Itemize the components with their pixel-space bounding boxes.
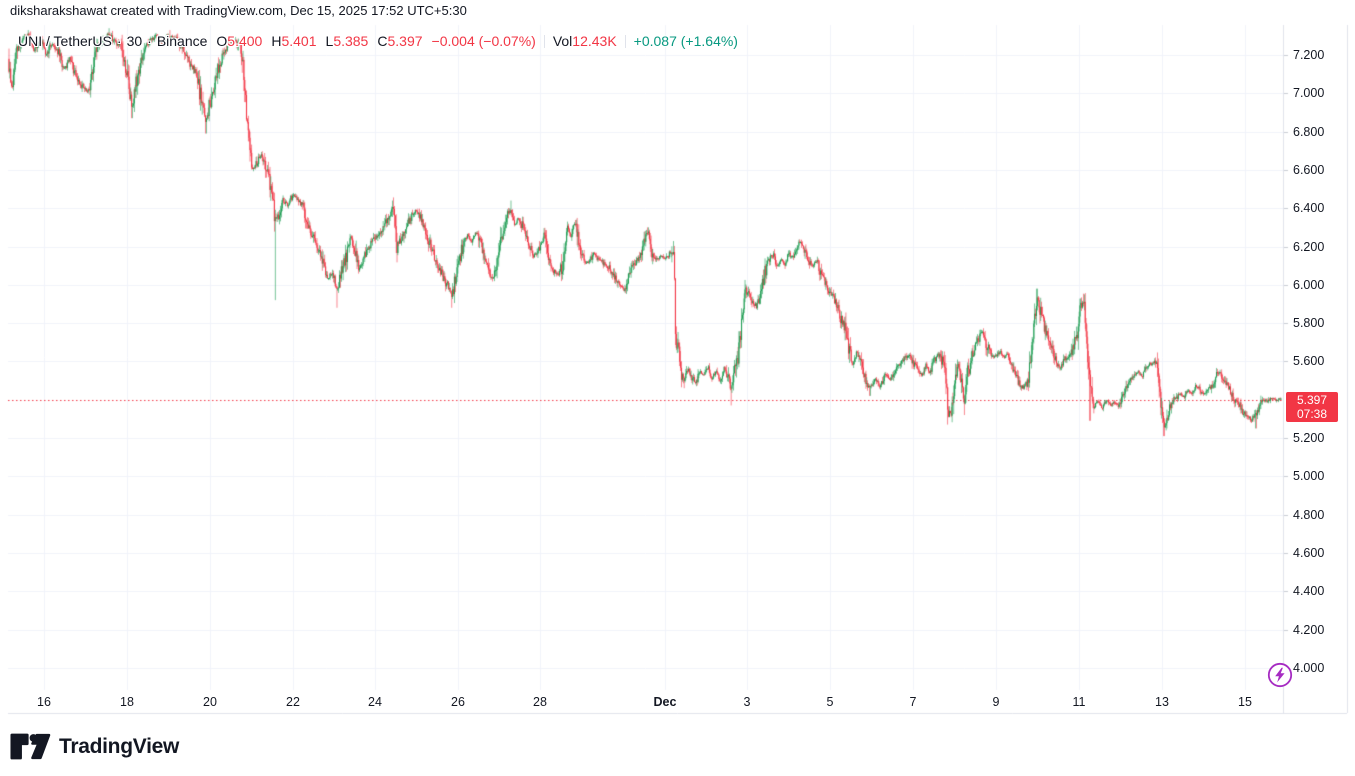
price-change: −0.004 (−0.07%) xyxy=(431,33,536,49)
ohlc-close: C5.397 xyxy=(377,33,423,49)
legend-separator: · xyxy=(147,33,152,49)
x-axis-label: 5 xyxy=(826,695,834,709)
y-axis-label: 6.000 xyxy=(1293,277,1325,292)
bar-countdown: 07:38 xyxy=(1296,407,1328,422)
x-axis-label: 26 xyxy=(451,695,465,709)
y-axis-label: 5.800 xyxy=(1293,316,1325,331)
y-axis-label: 6.200 xyxy=(1293,239,1325,254)
y-axis-label: 4.600 xyxy=(1293,545,1325,560)
y-axis-label: 4.000 xyxy=(1293,660,1325,675)
y-axis-label: 6.800 xyxy=(1293,124,1325,139)
exchange-name[interactable]: Binance xyxy=(156,33,208,49)
attribution-text: diksharakshawat created with TradingView… xyxy=(10,3,467,18)
y-axis-label: 5.600 xyxy=(1293,354,1325,369)
x-axis-label: 22 xyxy=(286,695,300,709)
x-axis-label: 13 xyxy=(1155,695,1169,709)
y-axis-label: 7.000 xyxy=(1293,86,1325,101)
last-price-label: 5.397 07:38 xyxy=(1286,392,1338,423)
y-axis-label: 5.200 xyxy=(1293,431,1325,445)
symbol-legend[interactable]: UNI / TetherUS · 30 · Binance O5.400 H5.… xyxy=(18,33,738,49)
y-axis-label: 6.600 xyxy=(1293,162,1325,177)
x-axis-label: 9 xyxy=(992,695,1000,709)
x-axis-label: 11 xyxy=(1072,695,1086,709)
tradingview-logo-mark xyxy=(10,733,51,760)
x-axis-label: 16 xyxy=(37,695,51,709)
volume-label: Vol xyxy=(552,33,573,49)
interval-value[interactable]: 30 xyxy=(126,33,143,49)
y-axis-label: 7.200 xyxy=(1293,48,1325,62)
x-axis-label: 15 xyxy=(1238,695,1252,709)
y-axis-label: 6.400 xyxy=(1293,201,1325,216)
legend-divider xyxy=(543,34,545,48)
ohlc-open: O5.400 xyxy=(216,33,263,49)
y-axis-label: 5.000 xyxy=(1293,469,1325,484)
ohlc-high: H5.401 xyxy=(271,33,317,49)
legend-separator: · xyxy=(116,33,122,49)
ohlc-low: L5.385 xyxy=(325,33,369,49)
last-price-value: 5.397 xyxy=(1296,393,1328,408)
x-axis-label: Dec xyxy=(653,695,677,709)
x-axis-label: 18 xyxy=(120,695,134,709)
x-axis-label: 20 xyxy=(203,695,217,709)
tradingview-logo-text: TradingView xyxy=(59,734,180,758)
lightning-bolt-glyph xyxy=(1275,667,1285,683)
volume-value: 12.43K xyxy=(572,33,617,49)
y-axis-label: 4.200 xyxy=(1293,622,1325,637)
x-axis-label: 7 xyxy=(909,695,917,709)
volume-change: +0.087 (+1.64%) xyxy=(633,33,738,49)
legend-divider xyxy=(624,34,626,48)
x-axis-label: 24 xyxy=(368,695,382,709)
flash-boost-icon[interactable] xyxy=(1265,660,1295,690)
y-axis-label: 4.800 xyxy=(1293,507,1325,522)
y-axis-label: 4.400 xyxy=(1293,584,1325,599)
tradingview-logo[interactable]: TradingView xyxy=(10,733,179,760)
symbol-name[interactable]: UNI / TetherUS xyxy=(18,33,112,49)
x-axis-label: 28 xyxy=(533,695,547,709)
x-axis-label: 3 xyxy=(743,695,751,709)
